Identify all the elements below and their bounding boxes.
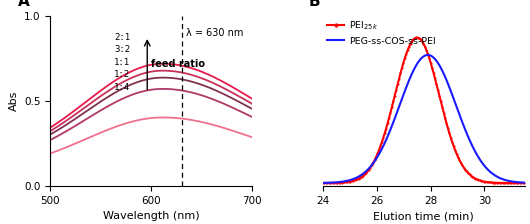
Text: feed ratio: feed ratio: [151, 59, 205, 69]
Text: A: A: [18, 0, 30, 9]
Text: B: B: [308, 0, 320, 9]
X-axis label: Wavelength (nm): Wavelength (nm): [103, 211, 200, 221]
Legend: PEI$_{25k}$, PEG-ss-COS-ss-PEI: PEI$_{25k}$, PEG-ss-COS-ss-PEI: [323, 15, 439, 50]
Text: λ = 630 nm: λ = 630 nm: [186, 28, 243, 38]
Y-axis label: Abs: Abs: [8, 91, 19, 111]
X-axis label: Elution time (min): Elution time (min): [374, 211, 474, 221]
Text: 2:1
3:2
1:1
1:2
1:4: 2:1 3:2 1:1 1:2 1:4: [114, 33, 130, 92]
